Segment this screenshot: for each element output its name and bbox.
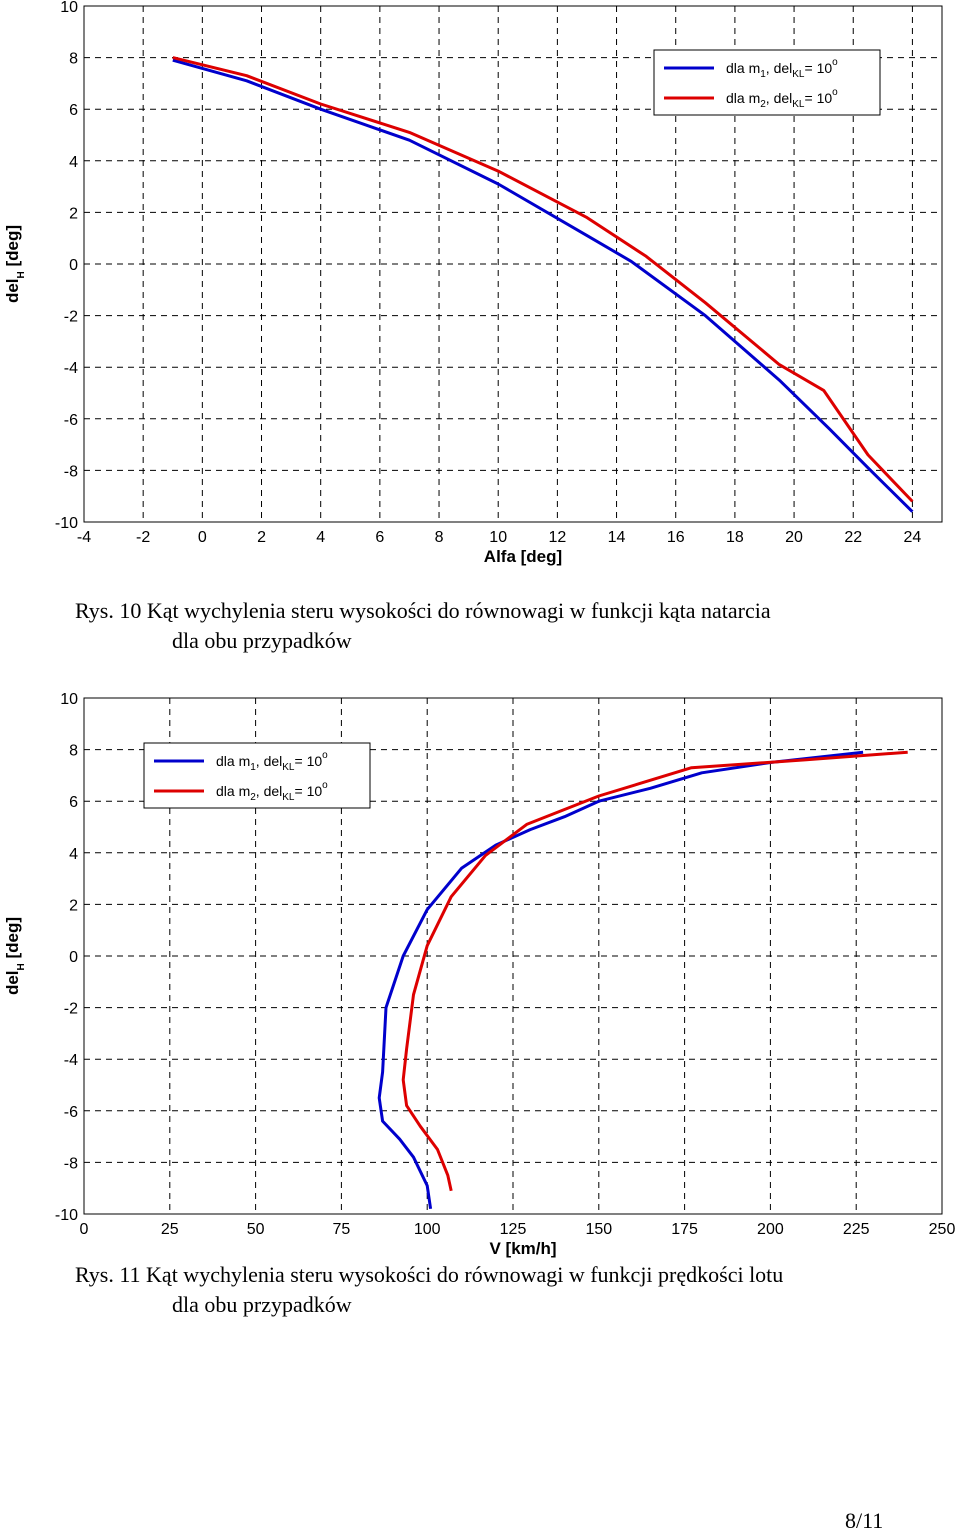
y-tick-label: 6 (69, 794, 78, 811)
caption-rys10-line2: dla obu przypadków (172, 628, 352, 653)
series-line-1 (377, 750, 864, 1210)
y-tick-label: -2 (64, 1001, 78, 1018)
y-tick-label: 0 (69, 257, 78, 274)
legend-entry-2: dla m2, delKL= 10o (216, 780, 328, 803)
x-tick-label: 14 (608, 529, 626, 546)
x-tick-label: 18 (726, 529, 744, 546)
x-tick-label: 0 (80, 1221, 89, 1238)
y-tick-label: -10 (55, 515, 78, 532)
chart-velocity: 0 25 50 75 100 125 150 175 200 225 250 -10 -8 -6 -4 -2 0… (3, 691, 956, 1258)
y-tick-label: 8 (69, 51, 78, 68)
legend-entry-2: dla m2, delKL= 10o (726, 87, 838, 110)
x-tick-label: 8 (435, 529, 444, 546)
x-tick-label: 75 (333, 1221, 351, 1238)
y-tick-label: 8 (69, 743, 78, 760)
x-tick-label: -4 (77, 529, 91, 546)
y-tick-label: -8 (64, 463, 78, 480)
x-axis-label: Alfa [deg] (484, 547, 562, 566)
legend-entry-1: dla m1, delKL= 10o (216, 750, 328, 773)
x-tick-label: 2 (257, 529, 266, 546)
page-number: 8/11 (845, 1508, 884, 1533)
y-tick-label: 4 (69, 154, 78, 171)
caption-rys11-line1: Rys. 11 Kąt wychylenia steru wysokości d… (75, 1262, 784, 1287)
y-tick-label: 10 (60, 691, 78, 708)
x-tick-label: 200 (757, 1221, 784, 1238)
x-tick-label: 150 (585, 1221, 612, 1238)
y-tick-label: 2 (69, 205, 78, 222)
y-tick-label: 6 (69, 102, 78, 119)
legend-box (143, 742, 371, 809)
x-tick-label: 100 (414, 1221, 441, 1238)
y-tick-label: 10 (60, 0, 78, 16)
x-tick-label: 12 (548, 529, 566, 546)
x-axis-label: V [km/h] (489, 1239, 556, 1258)
x-tick-label: 20 (785, 529, 803, 546)
chart-alpha: -4 -2 0 2 4 6 8 10 12 14 16 18 20 22 24-10-8-6-4-20246… (3, 0, 943, 566)
legend-box (653, 49, 881, 116)
y-tick-label: -6 (64, 1104, 78, 1121)
legend: dla m1, delKL= 10o dla m2, delKL= 10o (653, 49, 881, 116)
x-tick-label: 0 (198, 529, 207, 546)
y-tick-label: 4 (69, 846, 78, 863)
x-tick-label: 225 (843, 1221, 870, 1238)
legend-entry-1: dla m1, delKL= 10o (726, 57, 838, 80)
y-tick-label: -8 (64, 1155, 78, 1172)
x-tick-label: 22 (844, 529, 862, 546)
x-tick-label: 25 (161, 1221, 179, 1238)
x-tick-label: 250 (929, 1221, 956, 1238)
y-tick-label: -4 (64, 360, 78, 377)
x-tick-label: -2 (136, 529, 150, 546)
series-line-1 (172, 58, 914, 513)
x-tick-label: 6 (375, 529, 384, 546)
series-line-2 (172, 56, 914, 503)
x-tick-label: 16 (667, 529, 685, 546)
y-tick-label: -2 (64, 309, 78, 326)
x-tick-label: 10 (489, 529, 507, 546)
x-tick-label: 50 (247, 1221, 265, 1238)
caption-rys11-line2: dla obu przypadków (172, 1292, 352, 1317)
y-axis-label: delH [deg] (3, 917, 27, 995)
y-tick-label: -4 (64, 1052, 78, 1069)
caption-rys10-line1: Rys. 10 Kąt wychylenia steru wysokości d… (75, 598, 771, 623)
series-line-2 (401, 750, 908, 1192)
x-tick-label: 4 (316, 529, 325, 546)
x-tick-label: 125 (500, 1221, 527, 1238)
y-tick-label: -6 (64, 412, 78, 429)
y-tick-label: 2 (69, 897, 78, 914)
plot-frame (83, 5, 943, 523)
x-tick-label: 24 (904, 529, 922, 546)
y-tick-label: -10 (55, 1207, 78, 1224)
y-tick-label: 0 (69, 949, 78, 966)
x-tick-label: 175 (671, 1221, 698, 1238)
legend: dla m1, delKL= 10o dla m2, delKL= 10o (143, 742, 371, 809)
y-axis-label: delH [deg] (3, 225, 27, 303)
plot-frame (83, 697, 943, 1215)
